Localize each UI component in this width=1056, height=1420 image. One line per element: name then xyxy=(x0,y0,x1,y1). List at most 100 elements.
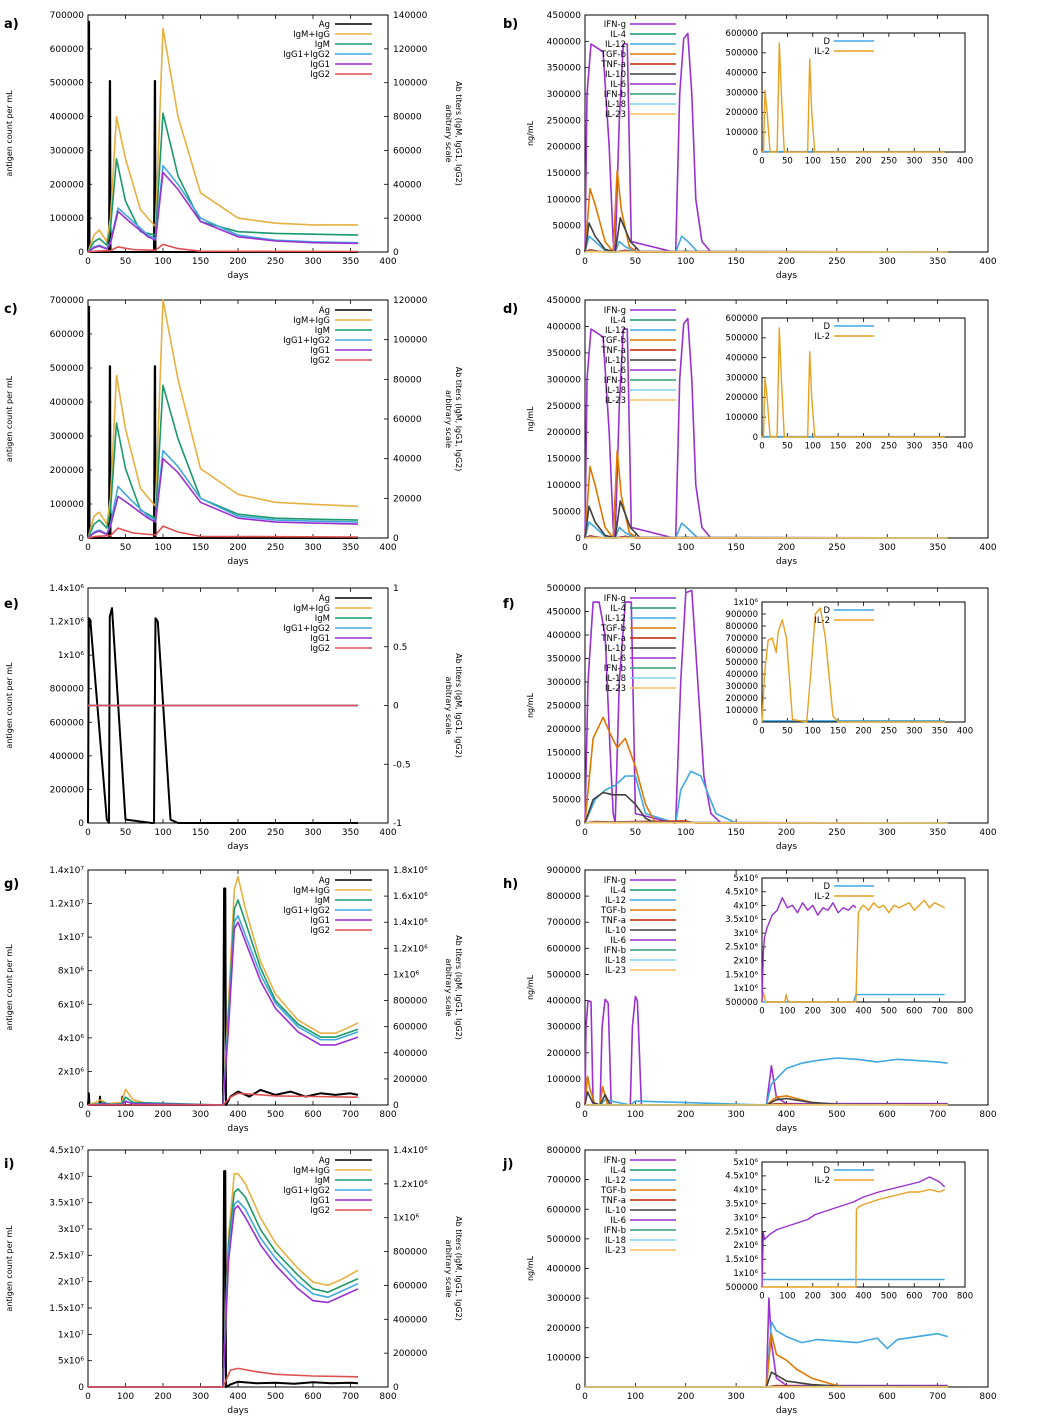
panel-d-xtick-label: 50 xyxy=(630,543,642,553)
legend-label-h-tnf-a: TNF-a xyxy=(600,916,626,926)
inset-series-line-h-ifn-g xyxy=(761,897,857,1003)
inset-legend-label-f-il-2: IL-2 xyxy=(814,616,830,626)
panel-g-xtick-label: 0 xyxy=(85,1110,91,1120)
panel-h-xtick-label: 200 xyxy=(677,1110,694,1120)
series-line-f-tgf-b xyxy=(584,716,657,824)
panel-i-y2-axis-label: Ab titers (IgM, IgG1, IgG2) xyxy=(454,1216,463,1321)
legend-label-d-tgf-b: TGF-b xyxy=(600,336,626,346)
panel-d-xtick-label: 250 xyxy=(828,543,845,553)
panel-c-xtick-label: 200 xyxy=(229,543,246,553)
panel-c-ytick-label: 600000 xyxy=(50,330,85,340)
inset-h-xtick-label: 100 xyxy=(779,1007,795,1017)
inset-d-ytick-label: 0 xyxy=(753,433,758,443)
inset-h-ytick-label: 1x10⁶ xyxy=(733,984,758,994)
series-line-a-igm-igg xyxy=(87,27,358,253)
inset-b-ytick-label: 400000 xyxy=(726,69,758,79)
inset-legend-label-j-il-2: IL-2 xyxy=(814,1176,830,1186)
panel-d-y-axis-label: ng/mL xyxy=(526,406,535,432)
inset-b-ytick-label: 300000 xyxy=(726,88,758,98)
panel-f-ytick-label: 350000 xyxy=(547,655,582,665)
inset-j-ytick-label: 1.5x10⁶ xyxy=(725,1255,758,1265)
panel-g-y2tick-label: 600000 xyxy=(393,1023,428,1033)
panel-c-y2tick-label: 20000 xyxy=(393,494,422,504)
panel-j-xtick-label: 200 xyxy=(677,1392,694,1402)
inset-series-line-b-il-2 xyxy=(761,42,945,153)
inset-h-xtick-label: 200 xyxy=(805,1007,821,1017)
panel-c-xtick-label: 250 xyxy=(267,543,284,553)
legend-label-e-igg2: IgG2 xyxy=(310,644,330,654)
panel-i-y2tick-label: 400000 xyxy=(393,1315,428,1325)
legend-label-i-igg1-igg2: IgG1+IgG2 xyxy=(283,1186,330,1196)
panel-c-xtick-label: 300 xyxy=(304,543,321,553)
legend-label-h-ifn-b: IFN-b xyxy=(604,946,626,956)
panel-a-xtick-label: 150 xyxy=(192,257,209,267)
legend-j: IFN-gIL-4IL-12TGF-bTNF-aIL-10IL-6IFN-bIL… xyxy=(600,1156,676,1256)
panel-g-ytick-label: 8x10⁶ xyxy=(58,967,85,977)
panel-b-ytick-label: 250000 xyxy=(547,116,582,126)
legend-label-b-tgf-b: TGF-b xyxy=(600,50,626,60)
legend-label-b-il-10: IL-10 xyxy=(605,70,626,80)
series-line-e-ag xyxy=(87,607,358,824)
panel-e-ytick-label: 0 xyxy=(78,819,84,829)
panel-g-ytick-label: 6x10⁶ xyxy=(58,1000,85,1010)
inset-h-ytick-label: 1.5x10⁶ xyxy=(725,970,758,980)
series-line-g-igg2 xyxy=(88,1092,359,1106)
panel-a-ytick-label: 700000 xyxy=(50,11,85,21)
series-line-i-igm-igg xyxy=(88,1172,359,1388)
inset-b-ytick-label: 200000 xyxy=(726,108,758,118)
inset-f-xtick-label: 250 xyxy=(881,727,897,737)
panel-b-ytick-label: 50000 xyxy=(552,222,581,232)
panel-b-ytick-label: 450000 xyxy=(547,11,582,21)
legend-label-b-tnf-a: TNF-a xyxy=(600,60,626,70)
panel-f-ytick-label: 150000 xyxy=(547,749,582,759)
series-line-d-il-10 xyxy=(584,500,641,539)
legend-f: IFN-gIL-4IL-12TGF-bTNF-aIL-10IL-6IFN-bIL… xyxy=(600,594,676,694)
panel-e-y2tick-label: -1 xyxy=(393,819,402,829)
inset-h-xtick-label: 800 xyxy=(957,1007,973,1017)
panel-label-f: f) xyxy=(503,597,515,612)
panel-b-xtick-label: 350 xyxy=(929,257,946,267)
inset-j-ytick-label: 4x10⁶ xyxy=(733,1186,758,1196)
panel-f-ytick-label: 200000 xyxy=(547,725,582,735)
panel-b-xtick-label: 300 xyxy=(879,257,896,267)
inset-h-ytick-label: 4x10⁶ xyxy=(733,901,758,911)
inset-bg-d xyxy=(762,318,965,437)
panel-j-xtick-label: 400 xyxy=(778,1392,795,1402)
panel-a-xtick-label: 400 xyxy=(379,257,396,267)
inset-d-xtick-label: 350 xyxy=(932,442,948,452)
panel-h-xtick-label: 100 xyxy=(627,1110,644,1120)
panel-i-ytick-label: 5x10⁶ xyxy=(58,1357,85,1367)
panel-i-xtick-label: 100 xyxy=(117,1392,134,1402)
inset-f-xtick-label: 150 xyxy=(830,727,846,737)
panel-f-xtick-label: 400 xyxy=(979,828,996,838)
panel-i-ytick-label: 4x10⁷ xyxy=(58,1172,85,1182)
inset-h-ytick-label: 4.5x10⁶ xyxy=(725,888,758,898)
panel-g-xtick-label: 800 xyxy=(379,1110,396,1120)
panel-f-y-axis-label: ng/mL xyxy=(526,692,535,718)
panel-a-y2tick-label: 120000 xyxy=(393,45,428,55)
legend-label-d-il-23: IL-23 xyxy=(605,396,626,406)
legend-label-e-igg1-igg2: IgG1+IgG2 xyxy=(283,624,330,634)
inset-bg-j xyxy=(762,1162,965,1287)
legend-label-h-il-10: IL-10 xyxy=(605,926,626,936)
series-line-c-ag xyxy=(87,305,358,539)
legend-label-b-il-12: IL-12 xyxy=(605,40,626,50)
panel-a-y2-axis-label: Ab titers (IgM, IgG1, IgG2) xyxy=(454,81,463,186)
series-line-i-igg1-igg2 xyxy=(88,1200,359,1388)
panel-c-xtick-label: 400 xyxy=(379,543,396,553)
inset-series-line-f-il-2 xyxy=(761,607,945,723)
panel-i-y2tick-label: 1x10⁶ xyxy=(393,1214,420,1224)
legend-label-c-igg2: IgG2 xyxy=(310,356,330,366)
panel-d-xtick-label: 150 xyxy=(728,543,745,553)
series-line-c-igm-igg xyxy=(87,299,359,539)
series-line-h-il-12 xyxy=(585,1057,948,1106)
panel-i-xtick-label: 700 xyxy=(342,1392,359,1402)
panel-a-ytick-label: 600000 xyxy=(50,45,85,55)
legend-label-d-il-4: IL-4 xyxy=(610,316,626,326)
inset-j-xtick-label: 100 xyxy=(779,1292,795,1302)
panel-a-ytick-label: 100000 xyxy=(50,214,85,224)
panel-i-y2tick-label: 1.2x10⁶ xyxy=(393,1180,428,1190)
panel-a-y2tick-label: 100000 xyxy=(393,79,428,89)
panel-b-ytick-label: 150000 xyxy=(547,169,582,179)
